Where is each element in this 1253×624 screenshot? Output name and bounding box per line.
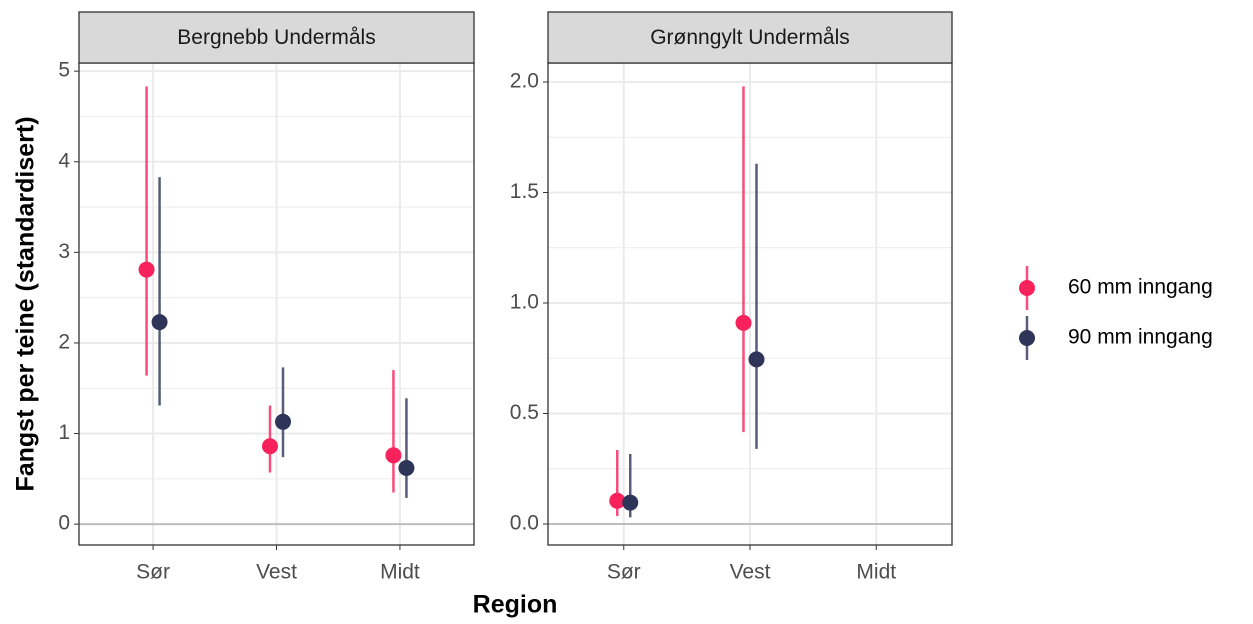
strip-title: Bergnebb Undermåls	[177, 26, 375, 49]
point	[138, 261, 155, 278]
x-tick-label: Vest	[256, 561, 297, 584]
point	[609, 492, 626, 509]
y-tick-label: 2	[58, 331, 70, 354]
x-tick-label: Midt	[856, 561, 896, 584]
y-tick-label: 1	[58, 421, 70, 444]
legend-label: 60 mm inngang	[1068, 276, 1213, 299]
point	[735, 314, 752, 331]
point	[748, 351, 765, 368]
strip-title: Grønngylt Undermåls	[650, 26, 850, 49]
x-tick-label: Vest	[730, 561, 771, 584]
point	[622, 494, 639, 511]
legend-label: 90 mm inngang	[1068, 326, 1213, 349]
y-tick-label: 0	[58, 512, 70, 535]
y-tick-label: 0.5	[510, 401, 539, 424]
y-axis-label: Fangst per teine (standardisert)	[12, 116, 40, 491]
y-tick-label: 3	[58, 240, 70, 263]
strip	[78, 11, 475, 64]
legend-point	[1019, 280, 1035, 296]
y-tick-label: 1.0	[510, 291, 539, 314]
y-tick-label: 4	[58, 149, 70, 172]
x-tick-label: Midt	[380, 561, 420, 584]
point	[385, 447, 402, 464]
x-axis-label: Region	[473, 591, 558, 619]
point	[262, 438, 278, 455]
y-tick-label: 0.0	[510, 512, 539, 535]
point	[275, 413, 291, 430]
y-tick-label: 2.0	[510, 70, 539, 93]
x-tick-label: Sør	[607, 561, 641, 584]
y-tick-label: 5	[58, 59, 70, 82]
x-tick-label: Sør	[136, 561, 170, 584]
y-tick-label: 1.5	[510, 180, 539, 203]
point	[398, 459, 415, 476]
strip	[547, 11, 953, 64]
point	[151, 314, 168, 331]
legend-point	[1019, 330, 1035, 346]
